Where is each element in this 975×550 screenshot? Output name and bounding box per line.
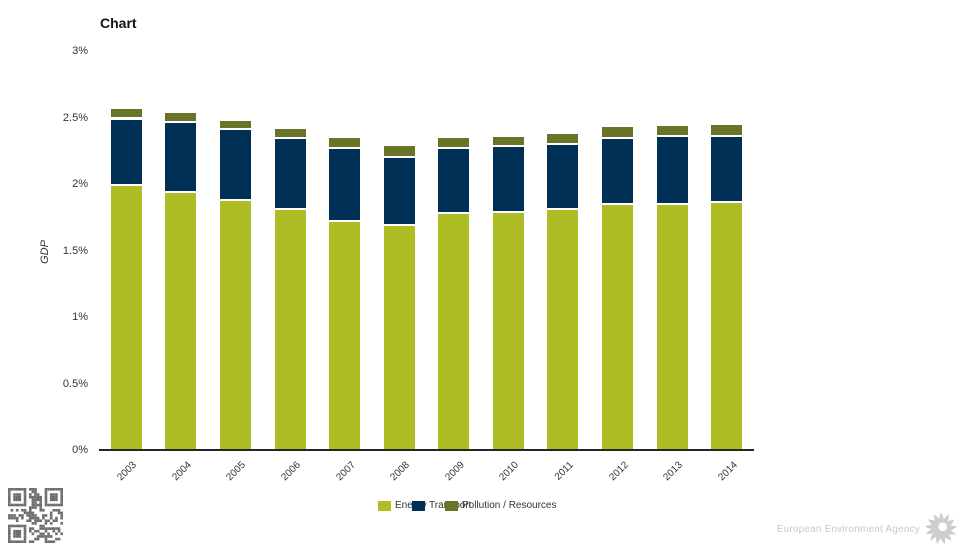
y-axis-label: 3%	[72, 45, 88, 58]
bar-segment-transport-2011[interactable]	[546, 143, 580, 209]
x-axis-line	[99, 449, 754, 451]
eea-sun-logo	[923, 510, 959, 550]
x-axis-label-2009: 2009	[443, 459, 467, 484]
legend-label: Pollution / Resources	[462, 500, 557, 511]
bar-segment-pollution-resources-2013[interactable]	[655, 125, 689, 136]
bar-segment-transport-2010[interactable]	[491, 146, 525, 212]
legend-swatch	[412, 501, 425, 511]
bar-segment-energy-2006[interactable]	[273, 208, 307, 451]
bar-segment-transport-2004[interactable]	[164, 122, 198, 192]
bar-segment-pollution-resources-2006[interactable]	[273, 127, 307, 139]
bar-segment-transport-2012[interactable]	[601, 138, 635, 204]
eea-agency-name: European Environment Agency	[776, 524, 920, 535]
y-axis-label: 0%	[72, 444, 88, 457]
bar-segment-pollution-resources-2007[interactable]	[328, 137, 362, 148]
bar-segment-transport-2006[interactable]	[273, 138, 307, 209]
bar-segment-pollution-resources-2009[interactable]	[437, 137, 471, 148]
bar-segment-pollution-resources-2014[interactable]	[710, 123, 744, 136]
x-axis-label-2006: 2006	[279, 459, 303, 484]
bar-segment-pollution-resources-2005[interactable]	[218, 119, 252, 130]
y-axis-label: 2%	[72, 178, 88, 191]
x-axis-label-2007: 2007	[334, 459, 358, 484]
legend-swatch	[445, 501, 458, 511]
x-axis-label-2005: 2005	[224, 459, 249, 484]
bar-segment-energy-2011[interactable]	[546, 208, 580, 451]
bar-segment-energy-2004[interactable]	[164, 191, 198, 451]
x-axis-label-2010: 2010	[497, 459, 522, 484]
qr-code	[8, 488, 63, 548]
bar-segment-energy-2007[interactable]	[328, 220, 362, 451]
bar-segment-energy-2013[interactable]	[655, 203, 689, 451]
x-axis-label-2014: 2014	[716, 459, 740, 484]
bar-segment-transport-2013[interactable]	[655, 135, 689, 204]
bar-segment-energy-2009[interactable]	[437, 212, 471, 451]
bar-segment-energy-2008[interactable]	[382, 224, 416, 451]
bar-segment-energy-2003[interactable]	[109, 185, 143, 451]
chart-title: Chart	[100, 15, 137, 31]
x-axis-label-2013: 2013	[661, 459, 686, 484]
legend-label: Energy	[395, 500, 427, 511]
eea-footer: European Environment Agency	[717, 508, 967, 548]
y-axis-label: 1%	[72, 311, 88, 324]
bar-segment-transport-2007[interactable]	[328, 147, 362, 221]
x-axis-label-2011: 2011	[552, 459, 576, 483]
y-axis-label: 1.5%	[62, 244, 88, 257]
bar-segment-energy-2014[interactable]	[710, 202, 744, 451]
bar-segment-transport-2008[interactable]	[382, 157, 416, 225]
bar-segment-energy-2012[interactable]	[601, 203, 635, 451]
bar-segment-transport-2005[interactable]	[218, 129, 252, 200]
bar-segment-pollution-resources-2003[interactable]	[109, 107, 143, 119]
bar-segment-transport-2003[interactable]	[109, 118, 143, 185]
x-axis-label-2012: 2012	[606, 459, 631, 484]
y-axis-label: 0.5%	[62, 377, 88, 390]
bar-segment-transport-2014[interactable]	[710, 135, 744, 203]
bar-segment-pollution-resources-2004[interactable]	[164, 111, 198, 123]
bar-segment-pollution-resources-2008[interactable]	[382, 145, 416, 158]
x-axis-label-2003: 2003	[115, 459, 140, 484]
bar-segment-energy-2010[interactable]	[491, 211, 525, 451]
legend-swatch	[378, 501, 391, 511]
bar-segment-transport-2009[interactable]	[437, 147, 471, 213]
x-axis-label-2008: 2008	[388, 459, 413, 484]
bar-segment-pollution-resources-2012[interactable]	[601, 126, 635, 139]
bar-segment-energy-2005[interactable]	[218, 199, 252, 451]
y-axis-label: 2.5%	[62, 111, 88, 124]
bar-segment-pollution-resources-2011[interactable]	[546, 133, 580, 144]
bar-segment-pollution-resources-2010[interactable]	[491, 135, 525, 147]
x-axis-label-2004: 2004	[170, 459, 194, 484]
